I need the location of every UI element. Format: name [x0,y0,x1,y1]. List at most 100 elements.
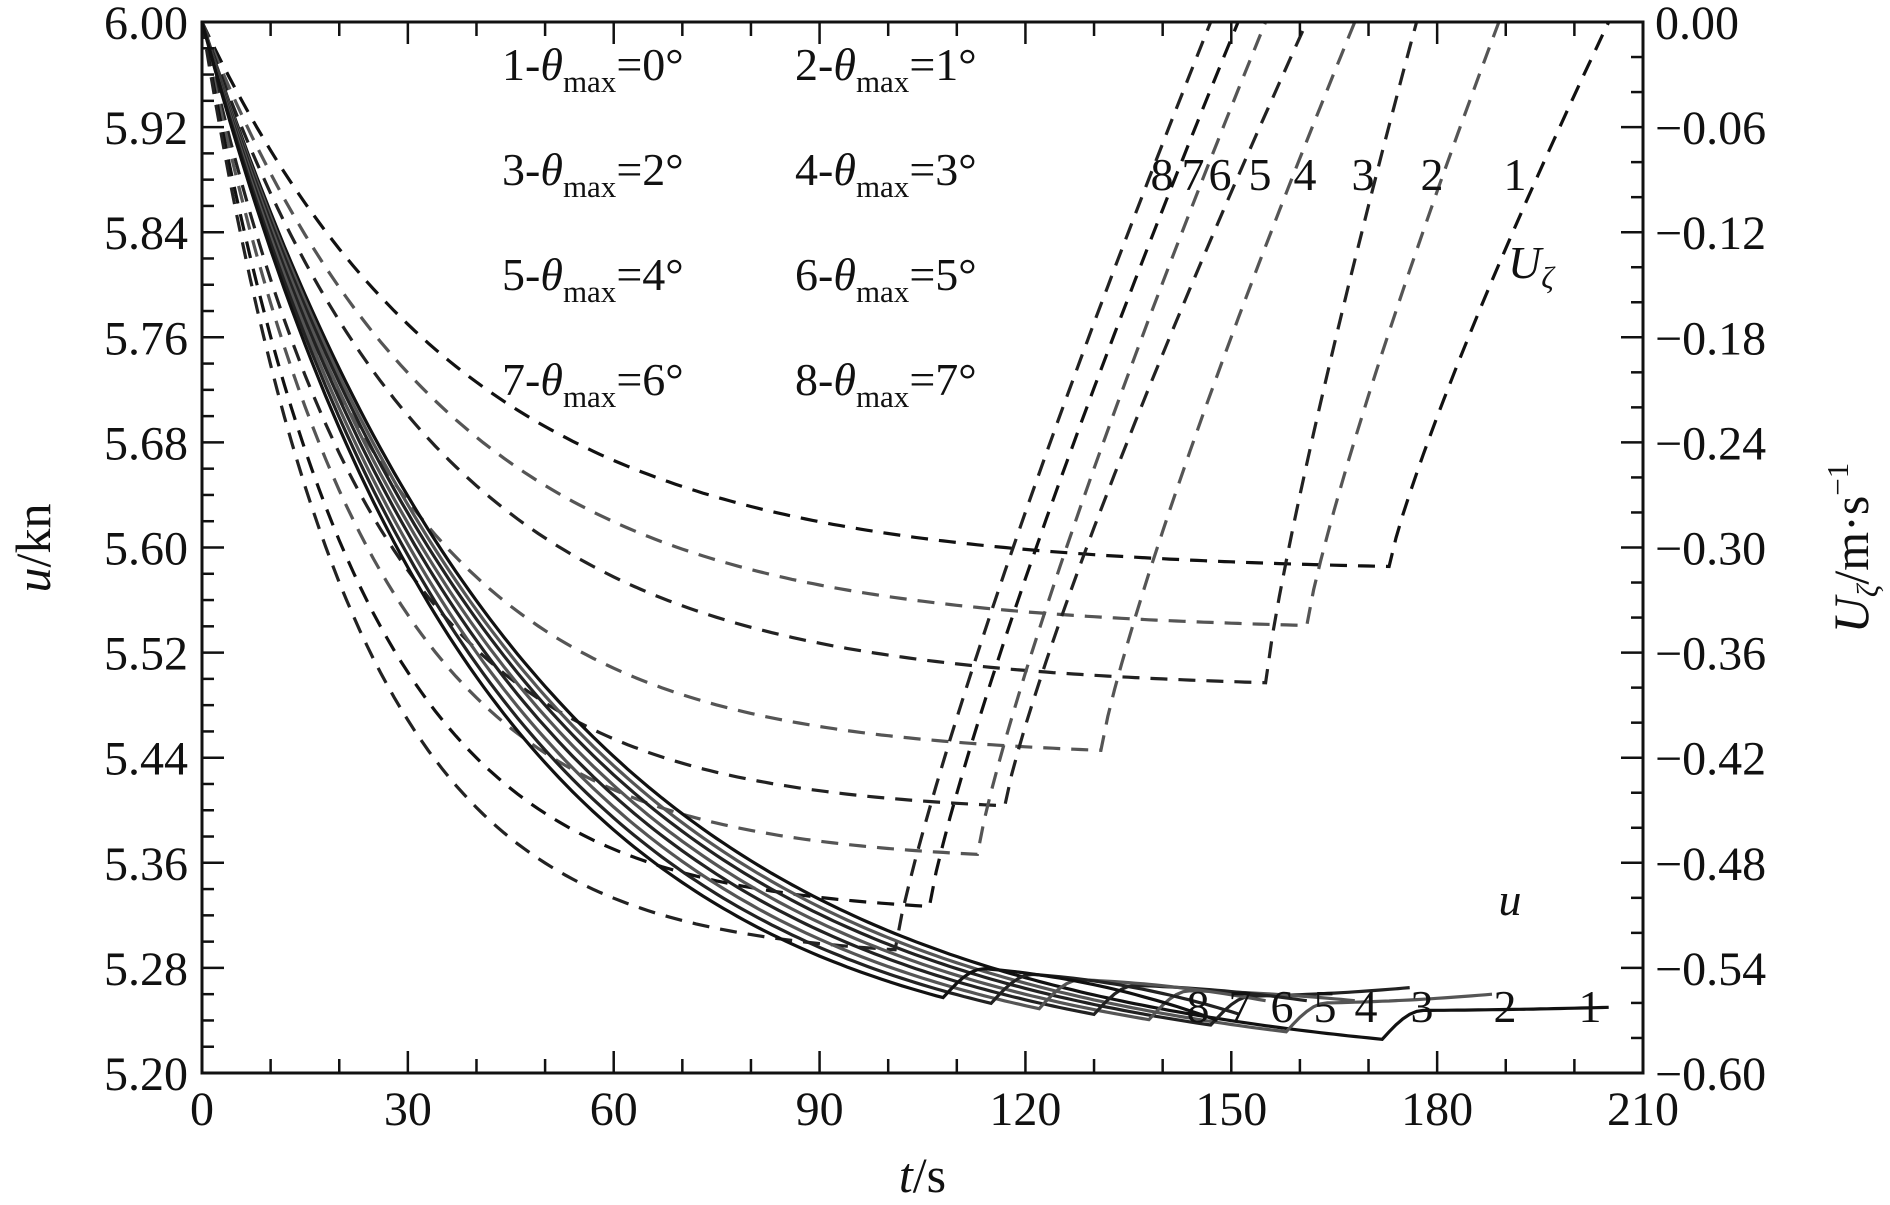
U-curve-number-1: 1 [1504,149,1527,200]
u-curve-number-8: 8 [1187,981,1210,1032]
u-series-2 [200,21,1493,1034]
legend-entry-6: 6-θmax=5° [795,249,977,309]
legend-suffix: =3° [909,144,976,195]
y-right-axis-sub: ζ [1850,582,1885,597]
u-curve-number-3: 3 [1411,981,1434,1032]
U-zeta-series-2 [200,21,1501,628]
U-zeta-series-6 [200,21,1268,856]
y-right-axis-unit: /m·s [1823,496,1879,585]
y-right-tick-label: −0.12 [1655,207,1766,260]
tick-labels: 0 30 60 90 120 150 180 210 5.20 5.28 5.36 5.44 5.52 5… [5,0,1885,1203]
y-right-tick-label: 0.00 [1655,0,1739,50]
legend: 1-θmax=0° 2-θmax=1°3-θmax=2° 4-θmax=3°5-θm… [502,39,977,414]
legend-entry-7: 7-θmax=6° [502,354,684,414]
U-sub: ζ [1541,260,1556,295]
legend-suffix: =2° [616,144,683,195]
y-right-tick-label: −0.48 [1655,838,1766,891]
y-right-tick-label: −0.06 [1655,102,1766,155]
legend-symbol: θ [833,144,856,195]
x-axis-unit: /s [913,1147,946,1203]
legend-sub: max [563,274,617,309]
y-right-tick-label: −0.54 [1655,943,1766,996]
U-zeta-curves [200,21,1611,952]
x-tick-label: 150 [1195,1083,1267,1136]
u-series-4 [200,21,1355,1022]
legend-symbol: θ [540,249,563,300]
y-left-tick-label: 5.84 [104,207,188,260]
u-series-3 [200,21,1410,1027]
legend-symbol: θ [833,249,856,300]
U-curve-number-3: 3 [1352,149,1375,200]
legend-suffix: =7° [909,354,976,405]
legend-prefix: 3- [502,144,540,195]
legend-sub: max [563,379,617,414]
U-zeta-series-5 [200,21,1309,808]
U-zeta-series-8 [200,21,1213,952]
legend-prefix: 2- [795,39,833,90]
legend-prefix: 4- [795,144,833,195]
legend-symbol: θ [833,354,856,405]
legend-symbol: θ [540,144,563,195]
y-left-tick-label: 5.92 [104,102,188,155]
x-axis-title: t/s [899,1147,946,1203]
x-tick-label: 180 [1401,1083,1473,1136]
x-tick-label: 90 [796,1083,844,1136]
u-curve-number-1: 1 [1579,981,1602,1032]
u-curves [200,21,1609,1041]
u-series-1 [200,21,1609,1041]
legend-sub: max [563,169,617,204]
y-right-tick-label: −0.24 [1655,417,1766,470]
y-left-tick-label: 5.28 [104,943,188,996]
x-tick-label: 120 [989,1083,1061,1136]
U-zeta-series-4 [200,21,1357,752]
U-curve-number-4: 4 [1294,149,1317,200]
x-axis-var: t [899,1147,914,1203]
axes [200,20,1645,1075]
legend-symbol: θ [540,354,563,405]
U-zeta-series-7 [200,21,1240,909]
legend-suffix: =1° [909,39,976,90]
legend-entry-4: 4-θmax=3° [795,144,977,204]
y-right-tick-label: −0.30 [1655,523,1766,576]
legend-prefix: 5- [502,249,540,300]
legend-entry-8: 8-θmax=7° [795,354,977,414]
legend-sub: max [856,379,910,414]
y-left-axis-unit: /kn [5,504,61,568]
y-left-tick-label: 5.20 [104,1048,188,1101]
y-left-tick-label: 5.68 [104,417,188,470]
x-tick-label: 0 [190,1083,214,1136]
U-curve-number-5: 5 [1249,149,1272,200]
legend-entry-2: 2-θmax=1° [795,39,977,99]
U-zeta-series-1 [200,21,1611,569]
u-series-6 [200,21,1266,1011]
U-curve-number-7: 7 [1182,149,1205,200]
legend-sub: max [856,64,910,99]
legend-sub: max [856,169,910,204]
y-left-tick-label: 5.60 [104,523,188,576]
u-series-7 [200,21,1239,1016]
y-right-tick-label: −0.36 [1655,628,1766,681]
y-right-tick-label: −0.60 [1655,1048,1766,1101]
y-left-axis-title: u/kn [5,504,61,593]
legend-prefix: 6- [795,249,833,300]
x-tick-label: 30 [384,1083,432,1136]
x-tick-label: 60 [590,1083,638,1136]
x-tick-label: 210 [1607,1083,1679,1136]
U-zeta-curve-label: Uζ [1508,237,1556,295]
y-right-axis-var: U [1823,594,1879,633]
U-zeta-series-3 [200,21,1419,685]
y-right-axis-sup: −1 [1820,463,1855,496]
legend-entry-1: 1-θmax=0° [502,39,684,99]
u-curve-number-4: 4 [1355,981,1378,1032]
U-symbol: U [1508,237,1544,288]
legend-entry-3: 3-θmax=2° [502,144,684,204]
u-curve-number-5: 5 [1314,981,1337,1032]
U-curve-number-8: 8 [1151,149,1174,200]
u-curve-number-6: 6 [1271,981,1294,1032]
y-right-tick-label: −0.42 [1655,733,1766,786]
legend-suffix: =0° [616,39,683,90]
u-series-8 [200,21,1219,1022]
y-left-axis-var: u [5,567,61,592]
